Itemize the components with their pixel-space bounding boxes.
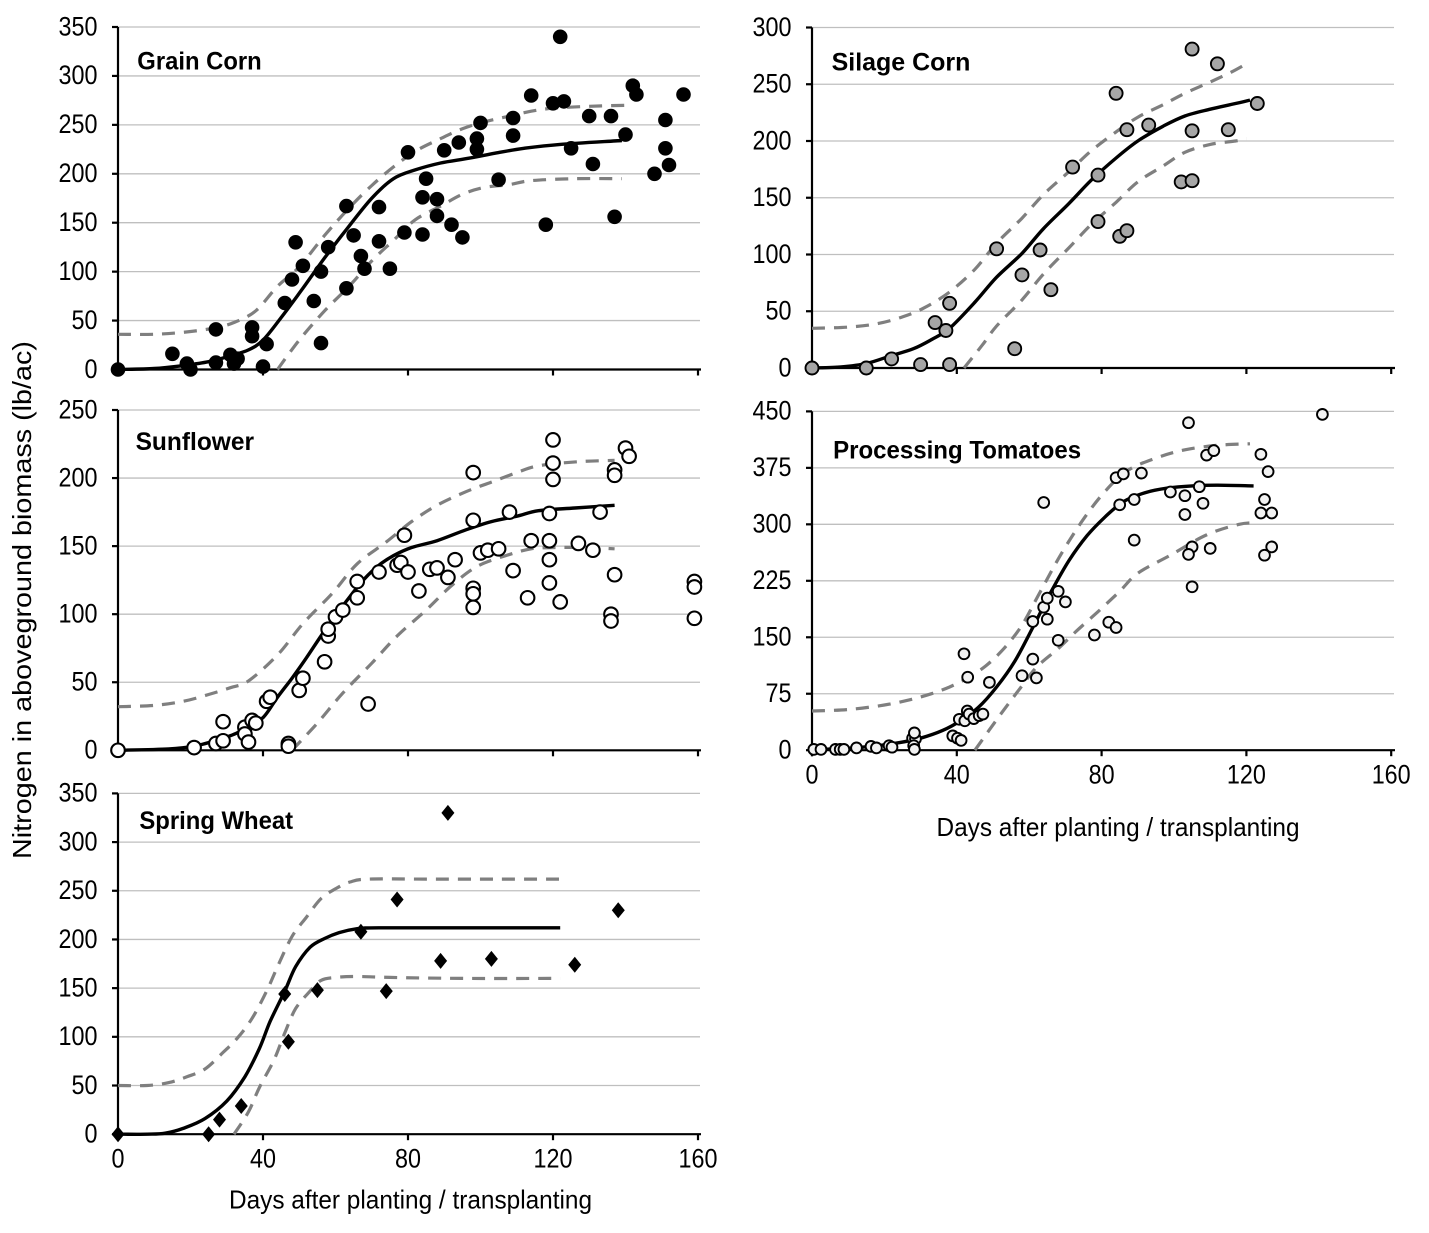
svg-text:300: 300 bbox=[59, 826, 98, 856]
svg-text:Nitrogen in aboveground biomas: Nitrogen in aboveground biomass (lb/ac) bbox=[7, 341, 37, 859]
svg-text:Days after planting / transpla: Days after planting / transplanting bbox=[937, 812, 1300, 842]
svg-text:160: 160 bbox=[679, 1144, 718, 1174]
svg-text:200: 200 bbox=[59, 158, 98, 188]
svg-text:250: 250 bbox=[59, 109, 98, 139]
svg-text:350: 350 bbox=[59, 11, 98, 41]
svg-text:200: 200 bbox=[59, 462, 98, 492]
svg-text:250: 250 bbox=[59, 394, 98, 424]
svg-text:50: 50 bbox=[72, 305, 98, 335]
svg-text:150: 150 bbox=[59, 530, 98, 560]
svg-text:0: 0 bbox=[85, 354, 98, 384]
svg-text:Spring Wheat: Spring Wheat bbox=[139, 807, 293, 835]
svg-text:Silage Corn: Silage Corn bbox=[832, 49, 971, 77]
svg-text:0: 0 bbox=[806, 760, 819, 790]
svg-text:225: 225 bbox=[753, 565, 792, 595]
svg-text:0: 0 bbox=[779, 735, 792, 765]
svg-text:50: 50 bbox=[72, 667, 98, 697]
svg-text:80: 80 bbox=[1089, 760, 1115, 790]
svg-text:100: 100 bbox=[753, 239, 792, 269]
svg-text:300: 300 bbox=[753, 509, 792, 539]
svg-text:50: 50 bbox=[72, 1070, 98, 1100]
svg-text:40: 40 bbox=[250, 1144, 276, 1174]
svg-text:100: 100 bbox=[59, 598, 98, 628]
svg-text:150: 150 bbox=[59, 207, 98, 237]
svg-text:350: 350 bbox=[59, 778, 98, 808]
svg-text:50: 50 bbox=[766, 296, 792, 326]
svg-text:100: 100 bbox=[59, 1021, 98, 1051]
svg-text:150: 150 bbox=[59, 972, 98, 1002]
svg-text:300: 300 bbox=[753, 12, 792, 42]
svg-text:300: 300 bbox=[59, 60, 98, 90]
svg-text:250: 250 bbox=[59, 875, 98, 905]
svg-text:0: 0 bbox=[779, 352, 792, 382]
svg-text:450: 450 bbox=[753, 396, 792, 426]
svg-text:250: 250 bbox=[753, 69, 792, 99]
svg-text:375: 375 bbox=[753, 452, 792, 482]
svg-text:Grain Corn: Grain Corn bbox=[137, 47, 261, 75]
svg-text:0: 0 bbox=[85, 1119, 98, 1149]
svg-text:150: 150 bbox=[753, 622, 792, 652]
svg-text:Days after planting / transpla: Days after planting / transplanting bbox=[229, 1185, 592, 1215]
svg-text:100: 100 bbox=[59, 256, 98, 286]
svg-text:120: 120 bbox=[1227, 760, 1266, 790]
svg-text:Processing Tomatoes: Processing Tomatoes bbox=[833, 437, 1081, 465]
svg-text:0: 0 bbox=[112, 1144, 125, 1174]
svg-text:80: 80 bbox=[395, 1144, 421, 1174]
svg-text:200: 200 bbox=[59, 924, 98, 954]
svg-text:160: 160 bbox=[1372, 760, 1411, 790]
svg-text:Sunflower: Sunflower bbox=[136, 428, 255, 456]
svg-text:120: 120 bbox=[534, 1144, 573, 1174]
svg-text:40: 40 bbox=[944, 760, 970, 790]
svg-text:75: 75 bbox=[766, 678, 792, 708]
svg-text:0: 0 bbox=[85, 735, 98, 765]
svg-text:200: 200 bbox=[753, 125, 792, 155]
svg-text:150: 150 bbox=[753, 182, 792, 212]
